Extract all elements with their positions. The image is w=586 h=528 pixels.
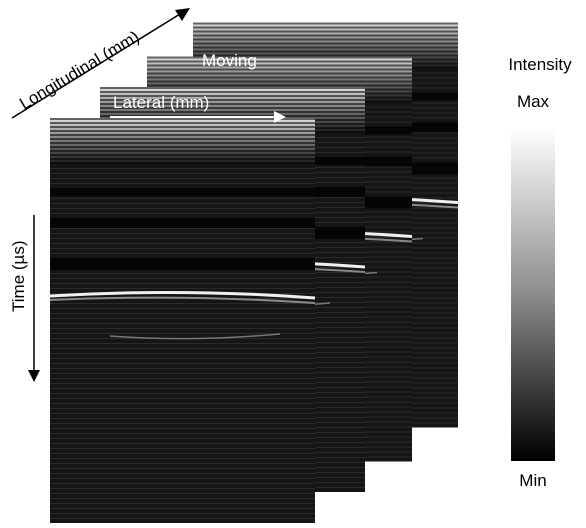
figure: Moving Lateral (mm) Longitudinal (mm) Ti…	[0, 0, 586, 528]
time-arrow	[28, 215, 40, 382]
time-label: Time (µs)	[9, 241, 28, 313]
colorbar-max: Max	[517, 92, 550, 111]
lateral-label: Lateral (mm)	[113, 93, 209, 112]
colorbar-title: Intensity	[508, 55, 572, 74]
frame	[50, 118, 315, 523]
colorbar-min: Min	[519, 471, 546, 490]
motion-label: Moving	[202, 51, 257, 70]
colorbar	[511, 128, 555, 461]
